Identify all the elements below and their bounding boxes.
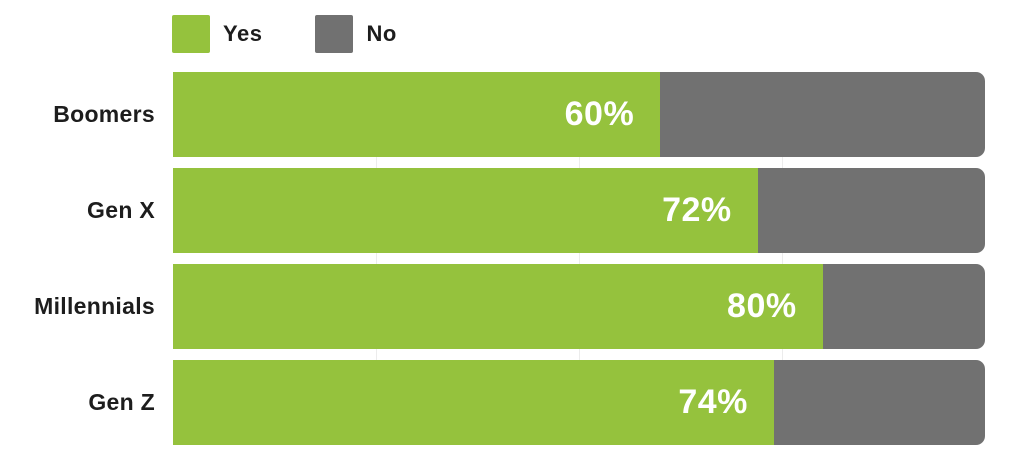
bar-segment-yes-millennials: 80% <box>173 264 823 349</box>
category-label-millennials: Millennials <box>34 293 155 319</box>
bar-segment-no-boomers: 60% <box>173 72 985 157</box>
legend-label-no: No <box>366 21 397 46</box>
plot-gridlines <box>173 72 985 445</box>
bar-segment-yes-genx: 72% <box>173 168 758 253</box>
category-label-boomers: Boomers <box>53 101 155 127</box>
legend-swatch-yes-icon <box>172 15 210 53</box>
bar-row-millennials: Millennials 80% <box>0 264 985 349</box>
bar-value-label-millennials: 80% <box>727 287 797 325</box>
bar-value-label-boomers: 60% <box>564 95 635 133</box>
legend-item-no: No <box>315 15 396 53</box>
bar-value-label-genz: 74% <box>678 383 748 421</box>
bar-segment-yes-genz: 74% <box>173 360 774 445</box>
legend: Yes No <box>172 15 397 53</box>
bar-row-genz: Gen Z 74% <box>0 360 985 445</box>
category-label-genx: Gen X <box>87 197 155 223</box>
bar-segment-no-millennials: 80% <box>173 264 985 349</box>
gridline-75pct <box>782 72 783 445</box>
bar-row-genx: Gen X 72% <box>0 168 985 253</box>
plot-area: Boomers 60% Gen X 72% Millennials 80% <box>0 72 985 445</box>
category-label-genz: Gen Z <box>88 389 155 415</box>
legend-item-yes: Yes <box>172 15 262 53</box>
bar-segment-no-genx: 72% <box>173 168 985 253</box>
legend-label-yes: Yes <box>223 21 263 46</box>
gridline-50pct <box>579 72 580 445</box>
bar-value-label-genx: 72% <box>662 191 732 229</box>
legend-swatch-no-icon <box>315 15 354 53</box>
gridline-25pct <box>376 72 377 445</box>
bar-segment-no-genz: 74% <box>173 360 985 445</box>
bar-row-boomers: Boomers 60% <box>0 72 985 157</box>
bar-segment-yes-boomers: 60% <box>173 72 661 157</box>
